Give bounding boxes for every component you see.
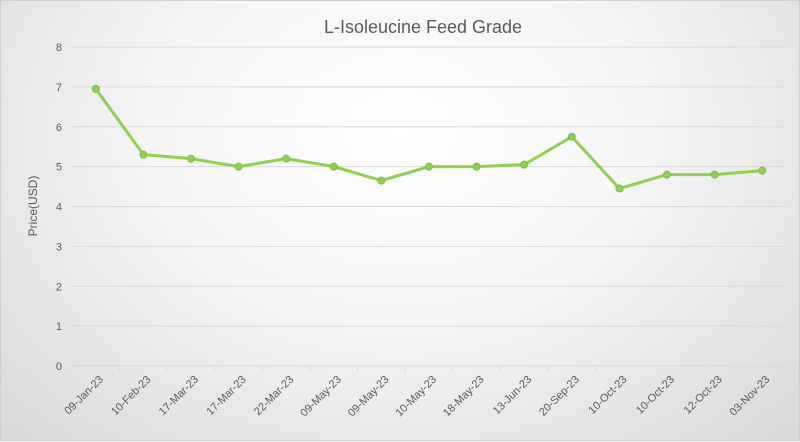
- y-tick-label: 7: [56, 82, 62, 94]
- data-point: [329, 162, 338, 171]
- data-point: [520, 160, 529, 169]
- x-tick-label: 20-Sep-23: [537, 374, 582, 419]
- x-tick-label: 09-Jan-23: [62, 374, 106, 418]
- y-tick-label: 2: [56, 281, 62, 293]
- y-tick-label: 0: [56, 361, 62, 373]
- x-tick-label: 03-Nov-23: [728, 374, 773, 419]
- y-tick-label: 8: [56, 42, 62, 54]
- data-point: [282, 154, 291, 163]
- x-tick-label: 17-Mar-23: [157, 374, 201, 418]
- x-tick-label: 18-May-23: [441, 374, 487, 420]
- data-point: [234, 162, 243, 171]
- x-tick-label: 12-Oct-23: [682, 374, 725, 417]
- x-tick-label: 17-Mar-23: [204, 374, 248, 418]
- y-tick-label: 5: [56, 162, 62, 174]
- data-point: [139, 150, 148, 159]
- x-tick-label: 10-May-23: [393, 374, 439, 420]
- x-tick-label: 10-Oct-23: [634, 374, 677, 417]
- data-point: [758, 166, 767, 175]
- series-line: [94, 87, 763, 191]
- data-point: [615, 184, 624, 193]
- chart-title: L-Isoleucine Feed Grade: [324, 17, 522, 37]
- data-point: [187, 154, 195, 163]
- data-point: [472, 162, 481, 171]
- x-tick-label: 09-May-23: [346, 374, 392, 420]
- y-tick-label: 6: [56, 122, 62, 134]
- y-axis-label: Price(USD): [26, 176, 40, 237]
- data-point: [425, 162, 433, 171]
- data-point: [91, 84, 100, 93]
- x-tick-label: 10-Oct-23: [586, 374, 629, 417]
- data-point: [567, 132, 576, 141]
- x-tick-label: 13-Jun-23: [491, 374, 535, 418]
- y-tick-label: 1: [56, 321, 62, 333]
- data-point: [377, 176, 386, 185]
- y-tick-label: 4: [56, 202, 62, 214]
- x-tick-label: 22-Mar-23: [252, 374, 296, 418]
- x-tick-label: 10-Feb-23: [109, 374, 153, 418]
- y-tick-label: 3: [56, 241, 62, 253]
- data-point: [663, 170, 671, 179]
- x-tick-label: 09-May-23: [298, 374, 344, 420]
- data-point: [710, 170, 719, 179]
